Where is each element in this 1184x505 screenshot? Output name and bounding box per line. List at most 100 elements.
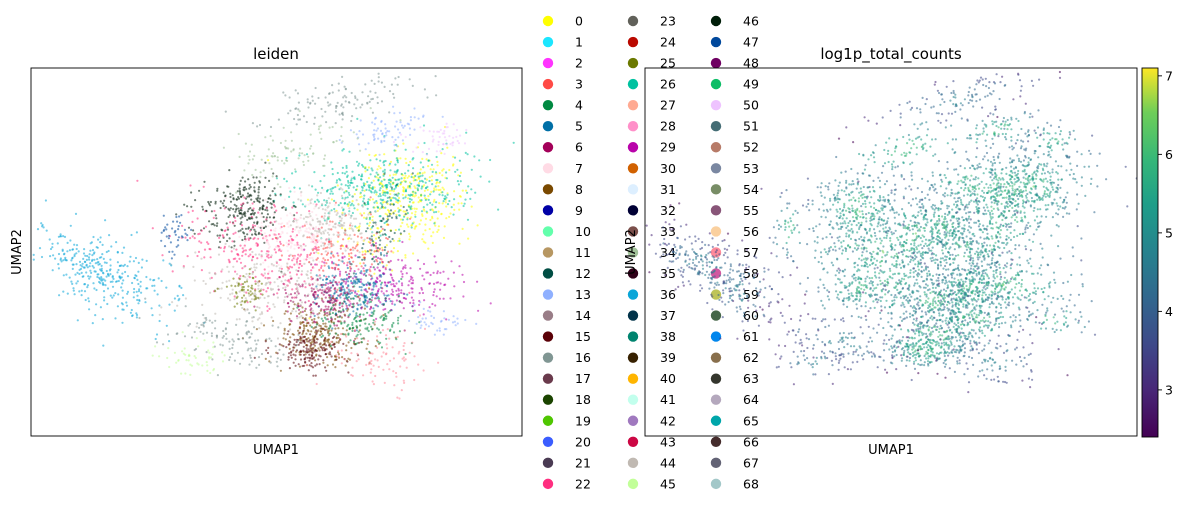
scatter-point [284,292,288,295]
scatter-point [342,224,345,227]
scatter-point [209,256,212,259]
scatter-point [382,308,385,311]
scatter-point [354,328,357,332]
scatter-point [346,184,350,187]
scatter-point [311,349,315,352]
scatter-point [989,176,992,179]
scatter-point [1059,205,1062,208]
scatter-point [990,235,993,238]
scatter-point [343,247,346,250]
scatter-point [410,226,413,229]
scatter-point [368,221,372,224]
scatter-point [384,284,387,287]
scatter-point [329,279,332,282]
scatter-point [378,207,381,210]
scatter-point [371,291,374,294]
scatter-point [164,226,167,229]
scatter-point [413,207,416,210]
scatter-point [968,225,971,228]
scatter-point [341,305,344,308]
scatter-point [341,140,344,143]
scatter-point [1028,181,1031,184]
scatter-point [264,357,267,360]
scatter-point [1013,213,1017,216]
scatter-point [371,293,374,297]
scatter-point [135,313,139,317]
legend-label: 51 [743,119,759,134]
scatter-point [436,329,439,332]
scatter-point [377,365,380,368]
scatter-point [445,205,448,208]
scatter-point [1009,197,1012,200]
scatter-point [258,280,261,283]
scatter-point [410,296,413,299]
scatter-point [310,240,313,244]
scatter-point [343,321,346,324]
scatter-point [352,204,355,207]
scatter-point [351,181,354,185]
scatter-point [427,195,430,198]
scatter-point [307,348,310,351]
scatter-point [1038,196,1042,199]
scatter-point [121,272,124,275]
scatter-point [99,306,102,309]
scatter-point [430,163,434,166]
scatter-point [297,218,300,221]
scatter-point [233,305,236,308]
scatter-point [451,164,455,167]
scatter-point [369,265,372,269]
scatter-point [376,201,379,205]
scatter-point [399,121,402,124]
scatter-point [457,142,461,145]
scatter-point [402,379,405,382]
scatter-point [287,330,290,333]
scatter-point [66,250,69,253]
scatter-point [292,333,295,336]
scatter-point [279,141,282,145]
scatter-point [326,291,329,294]
scatter-point [219,343,222,346]
scatter-point [439,180,442,183]
scatter-point [457,202,460,205]
scatter-point [349,216,352,219]
scatter-point [343,211,346,214]
scatter-point [388,189,391,192]
scatter-point [376,209,379,212]
scatter-point [302,115,306,118]
scatter-point [314,298,317,301]
scatter-point [341,226,344,230]
scatter-point [344,249,347,252]
legend-label: 22 [575,476,591,491]
scatter-point [210,334,213,338]
scatter-point [231,338,234,341]
scatter-point [253,200,256,203]
scatter-point [332,141,335,144]
scatter-point [1001,196,1004,199]
scatter-point [369,305,373,308]
scatter-point [342,333,345,336]
scatter-point [88,253,91,256]
scatter-point [254,282,257,285]
scatter-point [335,105,338,108]
scatter-point [328,296,331,299]
scatter-point [357,358,360,361]
scatter-point [180,214,183,217]
scatter-point [1010,145,1014,148]
scatter-point [334,122,337,125]
scatter-point [1071,246,1074,249]
scatter-point [156,293,159,296]
scatter-point [435,94,438,97]
scatter-point [86,286,89,289]
scatter-point [411,84,414,87]
scatter-point [282,282,285,285]
scatter-point [260,254,263,257]
scatter-point [193,237,196,240]
scatter-point [295,269,298,272]
legend-marker [542,436,554,447]
scatter-point [315,354,318,357]
scatter-point [243,246,246,249]
scatter-point [1072,255,1075,258]
scatter-point [410,212,414,215]
scatter-point [238,187,241,190]
scatter-point [136,294,139,297]
